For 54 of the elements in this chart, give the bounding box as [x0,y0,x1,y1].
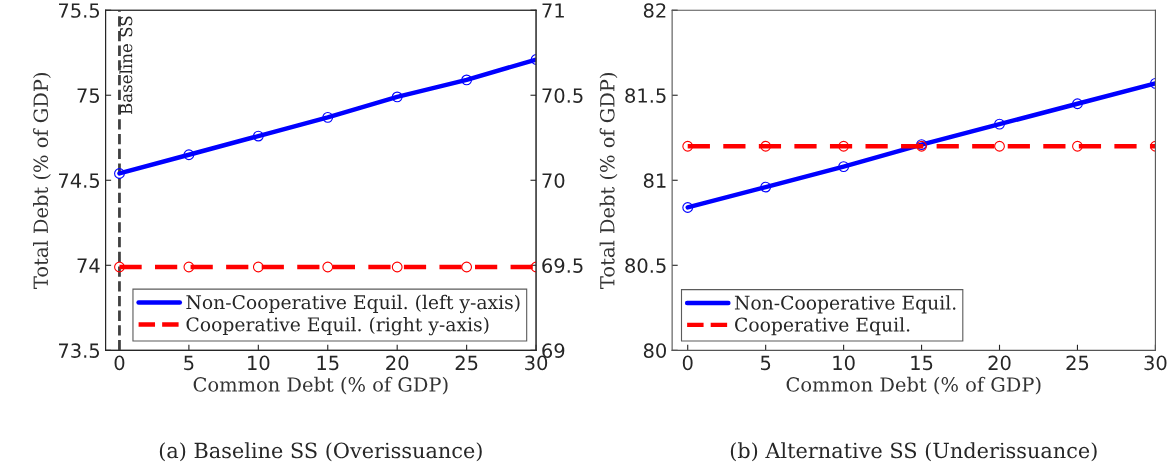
y-tick-label: 80.5 [625,258,666,273]
y2-tick-label: 69.5 [542,258,583,273]
point [114,168,125,179]
y-axis-title: Total Debt (% of GDP) [599,72,618,289]
point [1072,98,1083,110]
legend-label: Non-Cooperative Equil. (left y-axis) [186,294,520,314]
x-tick-label: 20 [988,355,1011,371]
legend-label: Cooperative Equil. [735,317,910,336]
y-tick-label: 73.5 [59,343,100,358]
y2-tick-label: 71 [542,3,564,18]
point [994,118,1005,130]
y-tick-label: 80 [643,343,666,358]
x-tick-label: 10 [248,355,270,371]
x-tick-label: 10 [833,355,855,371]
point [461,74,473,86]
y2-tick-label: 70 [542,173,565,188]
x-tick-label: 15 [317,355,339,371]
legend-label: Cooperative Equil. (right y-axis) [186,316,489,336]
x-axis-title: Common Debt (% of GDP) [786,376,1041,395]
x-tick-label: 20 [386,355,409,371]
y-axis-title: Total Debt (% of GDP) [33,72,51,289]
x-tick-label: 25 [1066,355,1089,371]
y-tick-label: 81.5 [625,88,666,103]
point [682,202,694,213]
point [252,130,264,142]
point [838,161,850,173]
point [391,91,403,103]
x-tick-label: 5 [760,355,771,371]
y2-tick-label: 70.5 [542,88,583,103]
point [760,181,772,193]
x-tick-label: 5 [184,355,194,371]
point [682,140,694,152]
legend-label: Non-Cooperative Equil. [734,295,956,314]
x-tick-label: 25 [455,355,478,371]
x-tick-label: 15 [911,355,933,371]
text: (b) Alternative SS (Underissuance) [730,442,1097,462]
point [322,111,334,123]
x-tick-label: 0 [682,355,693,371]
y-tick-label: 82 [643,3,666,18]
text: (a) Baseline SS (Overissuance) [159,442,482,462]
point [183,149,195,161]
y-tick-label: 74.5 [59,173,100,188]
point [760,140,772,152]
x-tick-label: 0 [114,355,125,371]
y-tick-label: 75 [77,88,100,103]
x-axis-title: Common Debt (% of GDP) [193,376,448,395]
y-tick-label: 75.5 [59,3,100,18]
point [838,140,850,152]
y-tick-label: 74 [77,258,100,273]
ref-line-label: Baseline SS [119,16,133,115]
point [994,140,1005,152]
x-tick-label: 30 [1144,355,1167,371]
y-tick-label: 81 [643,173,666,188]
point [1072,140,1083,152]
